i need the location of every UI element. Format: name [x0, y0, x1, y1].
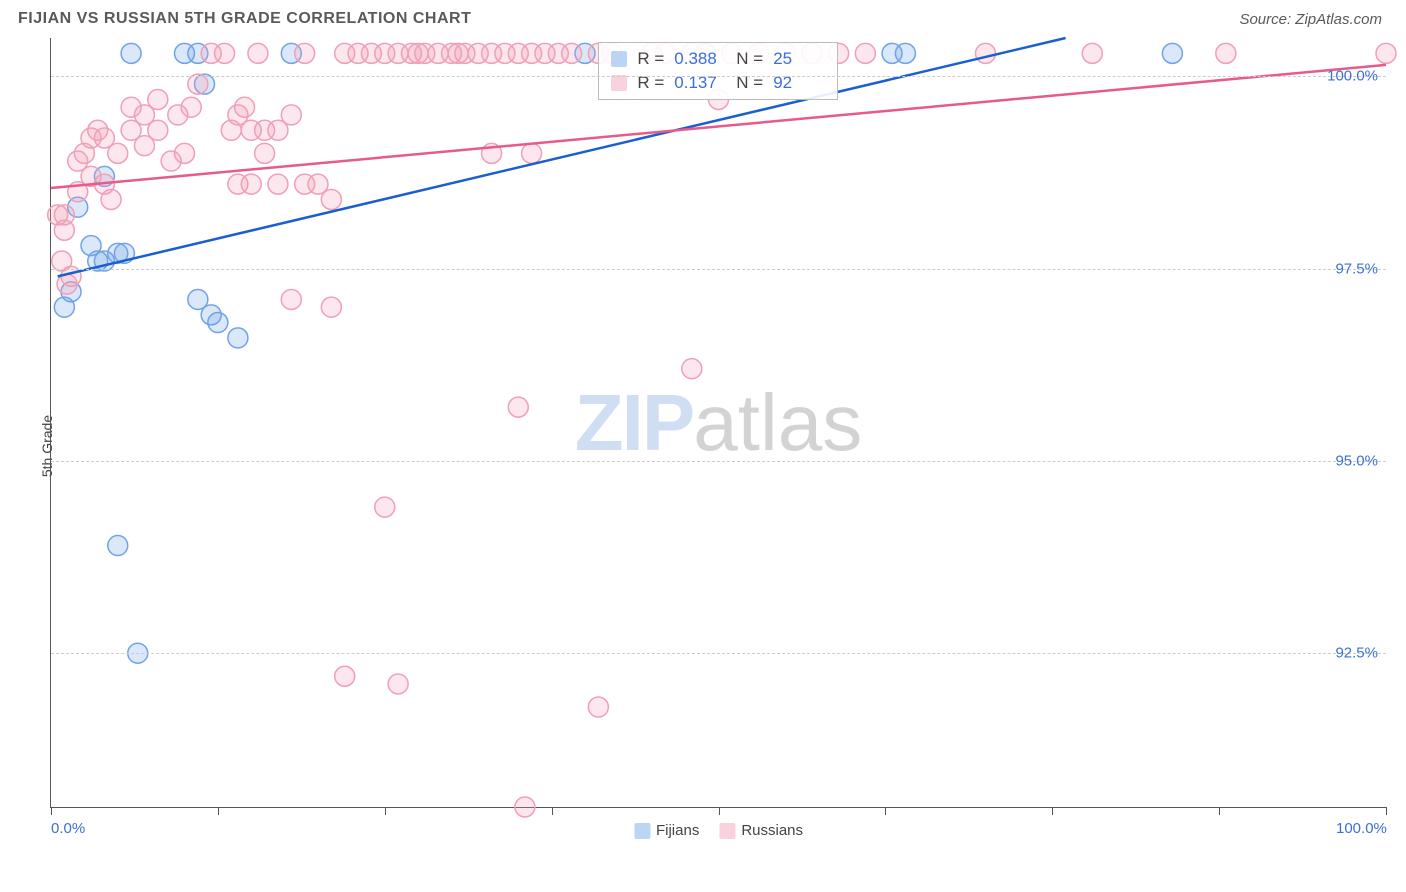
x-axis-label: 0.0% [51, 820, 85, 837]
legend-swatch-fijians [634, 823, 650, 839]
scatter-point [221, 120, 241, 140]
stats-row: R = 0.388 N = 25 [599, 47, 837, 71]
scatter-point [522, 143, 542, 163]
x-tick [218, 807, 219, 815]
scatter-point [295, 43, 315, 63]
stats-r-label: R = [637, 49, 664, 69]
chart-source: Source: ZipAtlas.com [1239, 11, 1382, 28]
scatter-plot-svg [51, 38, 1386, 807]
scatter-point [208, 313, 228, 333]
scatter-point [121, 43, 141, 63]
scatter-point [215, 43, 235, 63]
scatter-point [281, 289, 301, 309]
scatter-point [268, 174, 288, 194]
scatter-point [281, 105, 301, 125]
scatter-point [588, 697, 608, 717]
scatter-point [248, 43, 268, 63]
scatter-point [335, 666, 355, 686]
chart-title: FIJIAN VS RUSSIAN 5TH GRADE CORRELATION … [18, 10, 471, 28]
stats-r-value: 0.388 [674, 49, 726, 69]
legend-item-russians: Russians [719, 822, 803, 839]
scatter-point [682, 359, 702, 379]
x-tick [885, 807, 886, 815]
stats-row: R =0.137N =92 [599, 71, 837, 95]
legend-item-fijians: Fijians [634, 822, 699, 839]
y-tick-label: 92.5% [1335, 645, 1378, 662]
x-tick [51, 807, 52, 815]
trend-line [58, 38, 1066, 276]
scatter-point [1082, 43, 1102, 63]
scatter-point [1216, 43, 1236, 63]
scatter-point [148, 120, 168, 140]
gridline-h [51, 76, 1386, 77]
scatter-point [388, 674, 408, 694]
scatter-point [241, 174, 261, 194]
legend-label-russians: Russians [741, 822, 803, 839]
legend-bottom: Fijians Russians [634, 822, 803, 839]
scatter-point [375, 497, 395, 517]
chart-area: ZIPatlas R =0.388N =25R =0.137N =92 Fiji… [50, 38, 1386, 808]
x-tick [1386, 807, 1387, 815]
scatter-point [895, 43, 915, 63]
gridline-h [51, 653, 1386, 654]
scatter-point [175, 143, 195, 163]
scatter-point [255, 143, 275, 163]
stats-n-label: N = [736, 49, 763, 69]
scatter-point [562, 43, 582, 63]
x-tick [385, 807, 386, 815]
scatter-point [101, 189, 121, 209]
scatter-point [515, 797, 535, 817]
scatter-point [228, 328, 248, 348]
x-tick [719, 807, 720, 815]
x-axis-label: 100.0% [1336, 820, 1387, 837]
y-tick-label: 95.0% [1335, 452, 1378, 469]
scatter-point [108, 536, 128, 556]
scatter-point [235, 97, 255, 117]
legend-swatch-russians [719, 823, 735, 839]
scatter-point [148, 90, 168, 110]
scatter-point [54, 220, 74, 240]
scatter-point [321, 297, 341, 317]
gridline-h [51, 269, 1386, 270]
scatter-point [1162, 43, 1182, 63]
scatter-point [108, 143, 128, 163]
scatter-point [976, 43, 996, 63]
gridline-h [51, 461, 1386, 462]
legend-label-fijians: Fijians [656, 822, 699, 839]
scatter-point [508, 397, 528, 417]
stats-swatch [611, 51, 627, 67]
scatter-point [181, 97, 201, 117]
chart-header: FIJIAN VS RUSSIAN 5TH GRADE CORRELATION … [0, 0, 1406, 38]
stats-legend-box: R = 0.388 N = 25R =0.137N =92 [598, 42, 838, 100]
scatter-point [321, 189, 341, 209]
y-tick-label: 100.0% [1327, 68, 1378, 85]
scatter-point [1376, 43, 1396, 63]
stats-n-value: 25 [773, 49, 825, 69]
x-tick [1219, 807, 1220, 815]
x-tick [552, 807, 553, 815]
scatter-point [54, 297, 74, 317]
scatter-point [855, 43, 875, 63]
y-tick-label: 97.5% [1335, 260, 1378, 277]
x-tick [1052, 807, 1053, 815]
